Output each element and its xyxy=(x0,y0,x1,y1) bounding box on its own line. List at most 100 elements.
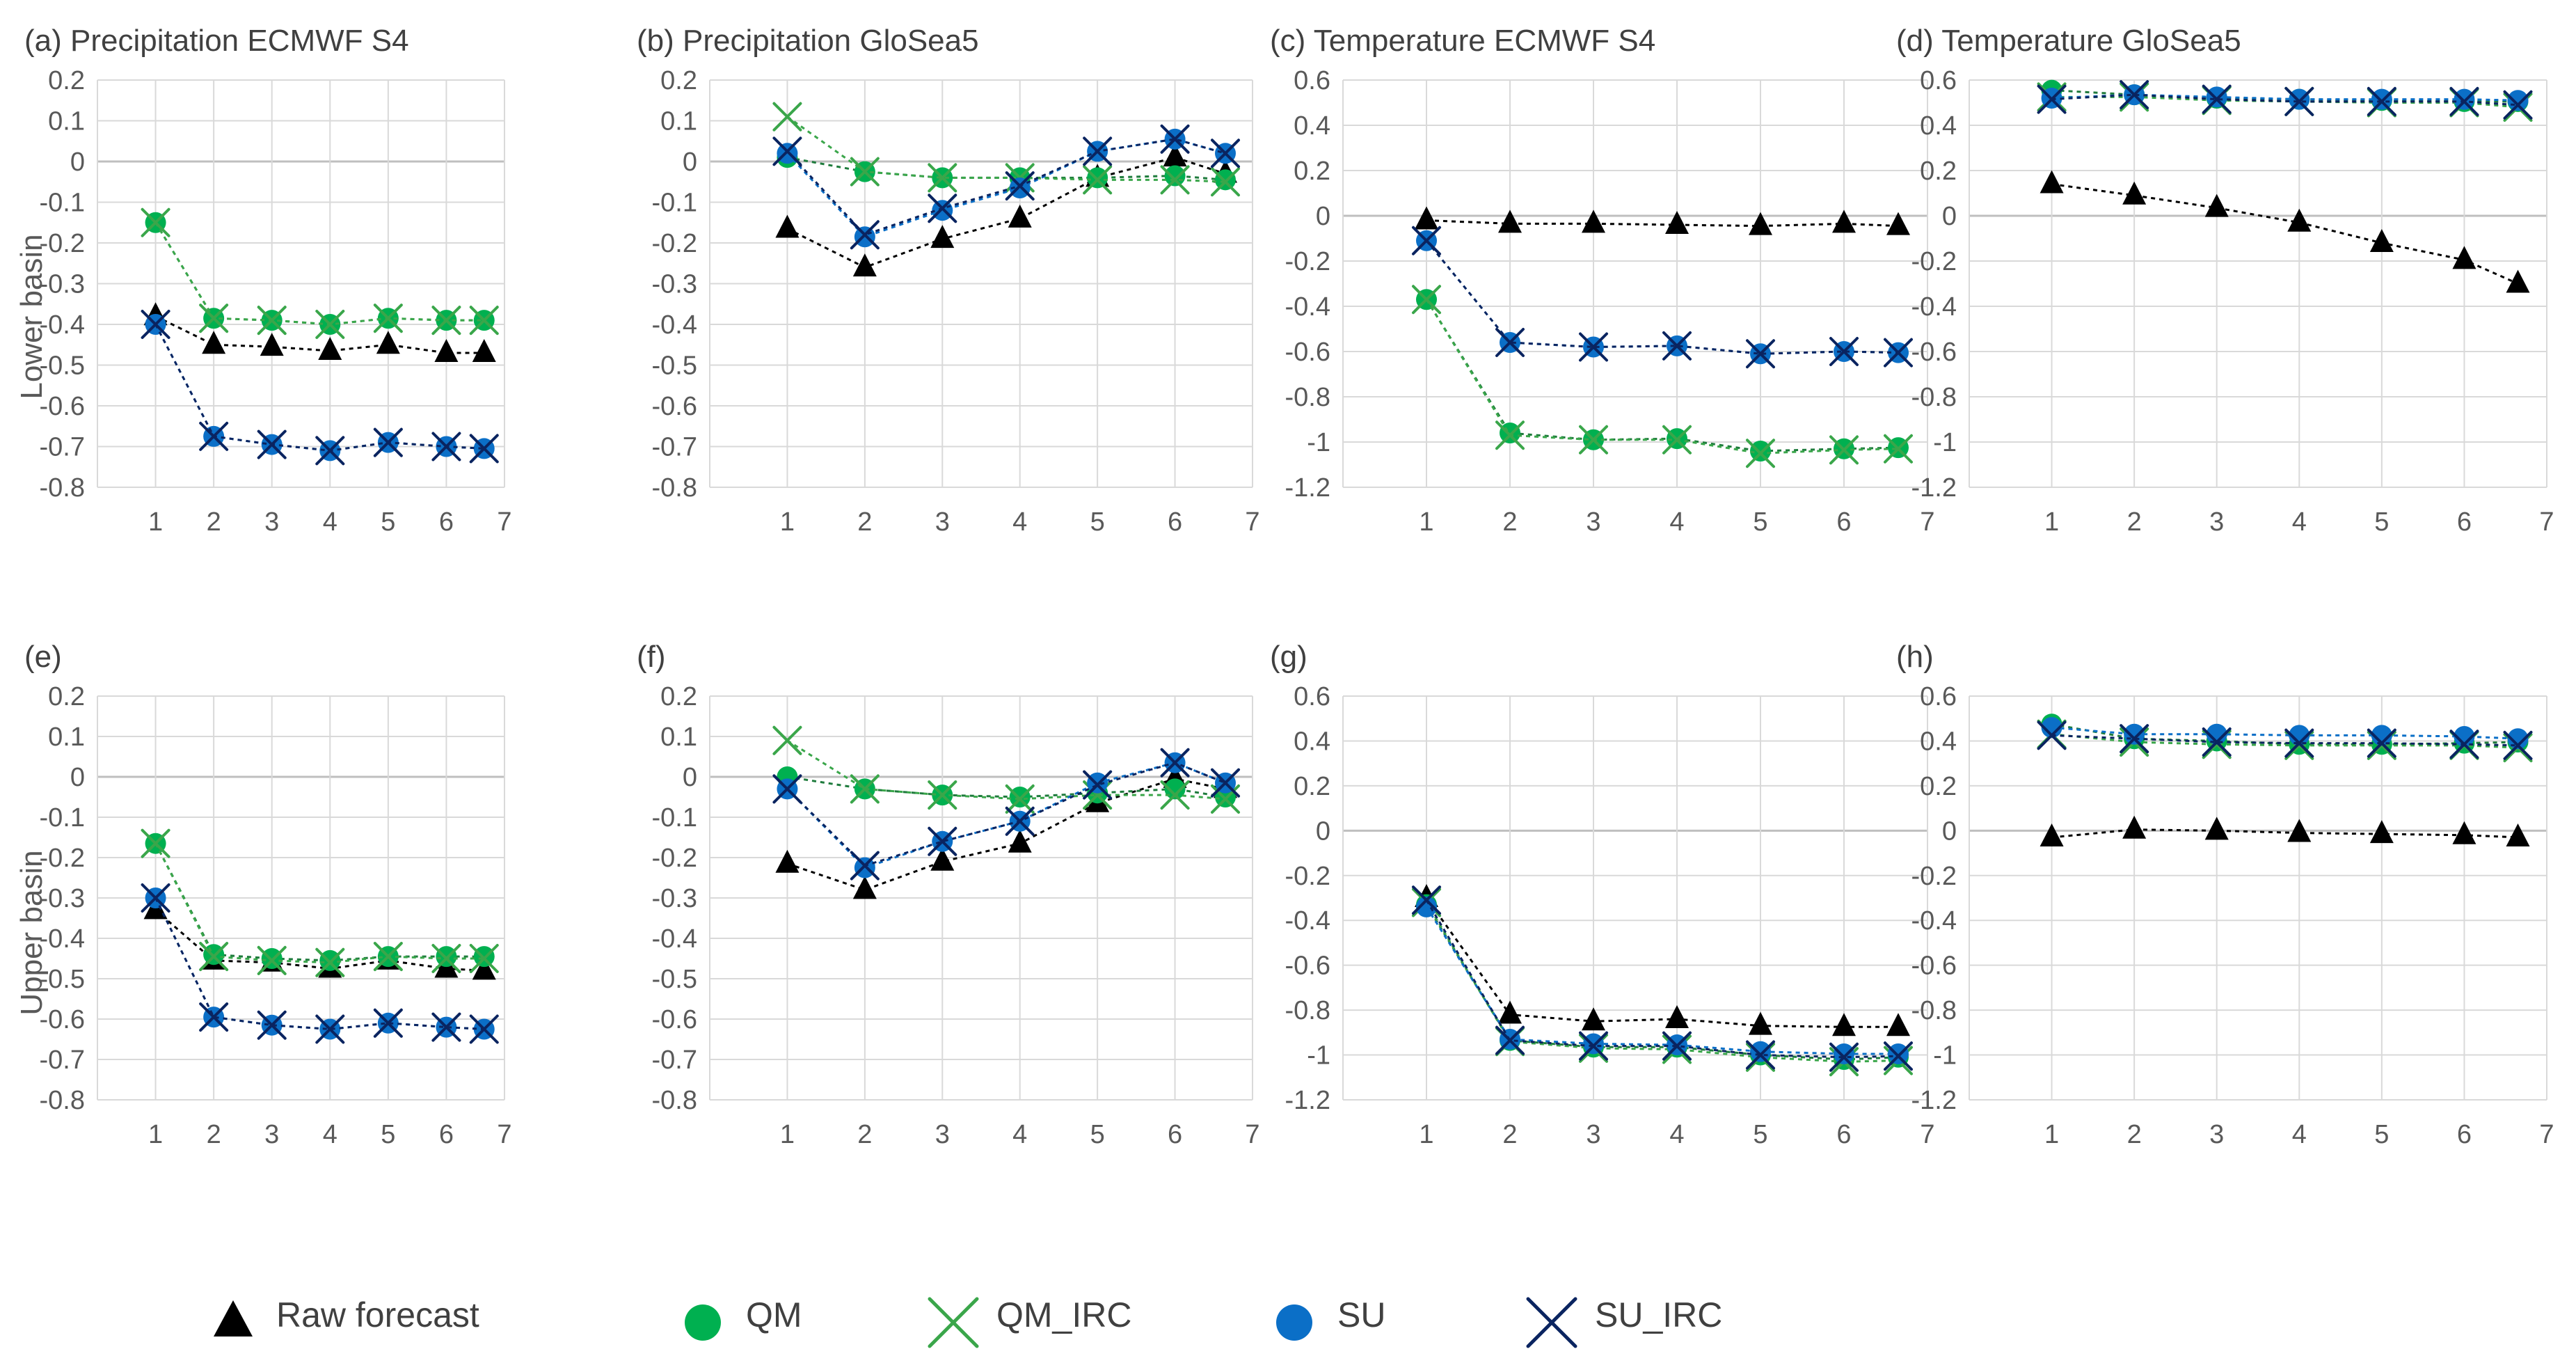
y-tick-label: -0.1 xyxy=(40,803,85,833)
point-su xyxy=(2206,86,2227,108)
x-tick-label: 2 xyxy=(1502,507,1517,537)
point-su_irc xyxy=(928,194,957,223)
legend-item-qm_irc: QM_IRC xyxy=(928,1295,1131,1348)
y-tick-label: -0.6 xyxy=(1911,338,1957,367)
series-line-qm_irc xyxy=(1425,299,1899,455)
point-qm_irc xyxy=(772,725,802,755)
point-qm_irc xyxy=(373,303,403,333)
y-tick-label: 0 xyxy=(1942,202,1957,231)
point-su_irc xyxy=(850,851,880,881)
y-tick-label: -0.6 xyxy=(1285,952,1330,981)
x-tick-label: 6 xyxy=(2457,507,2472,537)
point-qm_irc xyxy=(199,942,229,972)
x-tick-label: 5 xyxy=(1090,507,1105,537)
y-tick-label: -0.3 xyxy=(40,270,85,299)
point-raw xyxy=(2122,181,2147,205)
series-line-su_irc xyxy=(786,138,1226,237)
point-su_irc xyxy=(1662,1031,1692,1061)
x-tick-label: 4 xyxy=(2292,507,2307,537)
y-tick-label: -0.6 xyxy=(1911,952,1957,981)
y-tick-label: -1 xyxy=(1307,1041,1330,1071)
point-su xyxy=(2289,725,2310,746)
point-qm xyxy=(436,946,457,968)
point-qm_irc xyxy=(928,780,957,810)
panel-g: -1.2 -1 -0.8 -0.6 -0.4 -0.2 0 0.2 0.4 0.6 1 2 3 4 5 6 7 (… xyxy=(1270,640,1935,1149)
point-qm_irc xyxy=(1211,167,1240,197)
x-tick-label: 2 xyxy=(207,507,221,537)
point-raw xyxy=(775,849,800,873)
point-qm_irc xyxy=(141,828,170,858)
y-tick-label: -0.4 xyxy=(40,310,85,340)
y-tick-label: 0.1 xyxy=(660,107,697,136)
point-qm_irc xyxy=(431,944,461,973)
x-tick-label: 3 xyxy=(2209,1120,2224,1149)
point-su xyxy=(1583,1033,1604,1055)
point-su_irc xyxy=(315,1014,345,1044)
point-qm_irc xyxy=(1083,165,1113,195)
point-su xyxy=(854,857,875,878)
point-su_irc xyxy=(469,434,499,464)
point-qm xyxy=(1164,778,1186,800)
x-tick-label: 3 xyxy=(264,507,279,537)
x-tick-label: 4 xyxy=(323,507,337,537)
point-su xyxy=(854,226,875,248)
point-su_irc xyxy=(1005,806,1035,836)
x-tick-label: 4 xyxy=(2292,1120,2307,1149)
y-tick-label: -0.5 xyxy=(652,965,697,994)
y-tick-label: -1.2 xyxy=(1285,1086,1330,1115)
point-qm_irc xyxy=(1005,784,1035,814)
point-su_irc xyxy=(1884,1041,1913,1071)
point-su_irc xyxy=(2120,724,2149,754)
y-tick-label: 0.1 xyxy=(48,107,85,136)
point-qm_irc xyxy=(1884,434,1913,464)
y-tick-label: -0.8 xyxy=(652,1086,697,1115)
point-su_irc xyxy=(2449,86,2479,116)
point-raw xyxy=(2506,823,2530,846)
point-su_irc xyxy=(1579,332,1608,362)
x-tick-label: 5 xyxy=(2374,1120,2389,1149)
x-tick-label: 7 xyxy=(1920,1120,1934,1149)
y-tick-label: -0.2 xyxy=(1285,247,1330,276)
x-tick-label: 2 xyxy=(207,1120,221,1149)
point-qm xyxy=(1009,787,1031,807)
point-raw xyxy=(2452,821,2476,844)
point-su_irc xyxy=(1412,885,1441,915)
point-raw xyxy=(1008,204,1032,228)
point-su_irc xyxy=(257,429,287,459)
series-line-su_irc xyxy=(1425,239,1899,355)
point-qm xyxy=(319,949,341,971)
point-su_irc xyxy=(2367,86,2396,116)
point-su xyxy=(1416,896,1437,917)
y-tick-label: -0.6 xyxy=(40,1005,85,1034)
point-qm_irc xyxy=(315,947,345,977)
point-raw xyxy=(260,333,284,356)
panel-title: (h) xyxy=(1896,640,1934,674)
point-su_irc xyxy=(2503,90,2533,120)
point-raw xyxy=(1665,211,1689,234)
y-tick-label: -0.4 xyxy=(1285,292,1330,322)
legend-marker-raw xyxy=(214,1300,253,1336)
point-raw xyxy=(930,847,955,871)
y-tick-label: -0.8 xyxy=(652,473,697,503)
point-raw xyxy=(852,876,877,899)
y-tick-label: 0.4 xyxy=(1294,727,1330,756)
point-raw xyxy=(930,225,955,249)
point-su_irc xyxy=(850,220,880,250)
point-raw xyxy=(1008,829,1032,853)
point-qm xyxy=(261,948,283,969)
point-raw xyxy=(1498,210,1522,233)
point-qm_irc xyxy=(1412,285,1441,315)
point-su_irc xyxy=(1083,136,1113,166)
y-tick-label: 0.2 xyxy=(1920,157,1957,186)
panel-title: (c) Temperature ECMWF S4 xyxy=(1270,24,1655,58)
y-tick-label: 0.2 xyxy=(1294,772,1330,801)
point-su_irc xyxy=(2367,728,2396,758)
y-tick-label: 0.6 xyxy=(1294,682,1330,711)
point-su_irc xyxy=(772,136,802,166)
x-tick-label: 2 xyxy=(857,507,872,537)
point-raw xyxy=(852,253,877,277)
y-tick-label: 0.4 xyxy=(1920,727,1957,756)
y-tick-label: -0.2 xyxy=(1911,247,1957,276)
point-raw xyxy=(1832,210,1856,233)
point-raw xyxy=(472,956,496,980)
